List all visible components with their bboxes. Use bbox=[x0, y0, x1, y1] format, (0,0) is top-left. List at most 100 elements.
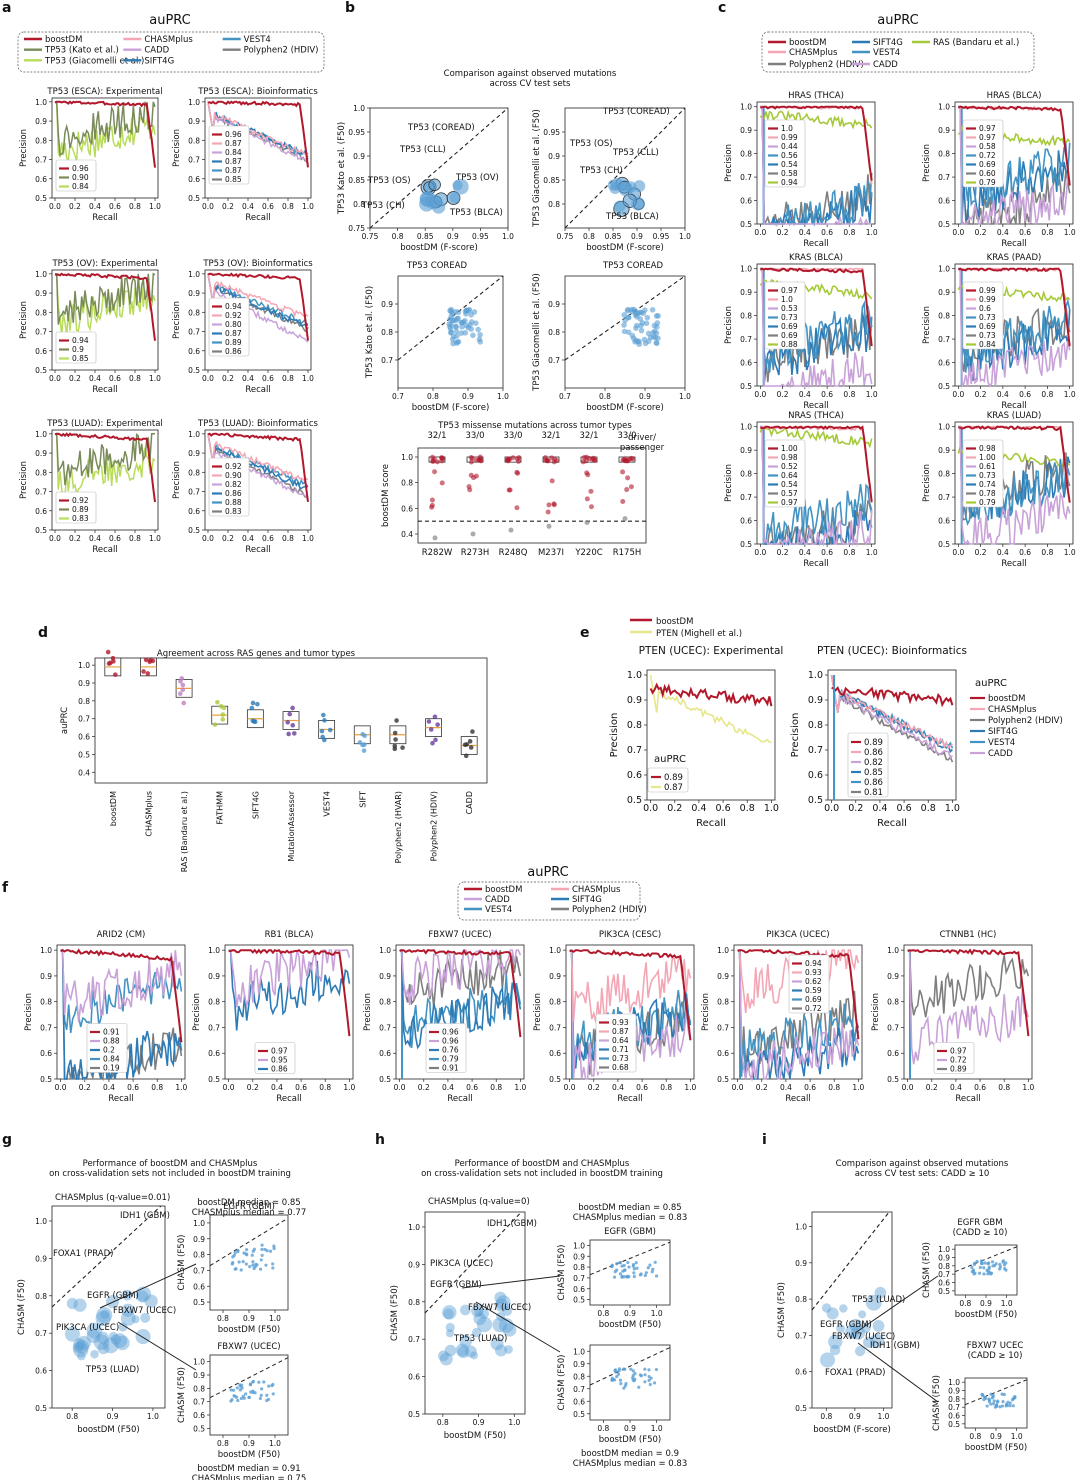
label-line: 0.9 bbox=[548, 152, 560, 161]
label-line: 0.7 bbox=[193, 1398, 205, 1407]
inset-point bbox=[1001, 1400, 1005, 1404]
label-line: auPRC bbox=[149, 13, 191, 28]
label-line: 0.5 bbox=[717, 1075, 729, 1084]
label-line: 0.4 bbox=[691, 803, 706, 814]
scatter-point bbox=[471, 1327, 482, 1338]
label-line: 0.19 bbox=[103, 1064, 120, 1073]
y-tick-label: 0.8 bbox=[193, 1384, 205, 1393]
label-line: 0.8 bbox=[740, 150, 752, 159]
y-tick-label: 0.8 bbox=[887, 998, 899, 1007]
label-line: 0.8 bbox=[948, 1395, 960, 1404]
label-line: boostDM (F50) bbox=[955, 1310, 1017, 1320]
count-label: 33/0 bbox=[617, 431, 636, 441]
inset-point bbox=[637, 1385, 641, 1389]
strip-point bbox=[507, 487, 513, 493]
diagonal-line bbox=[589, 1241, 671, 1276]
label-line: 1.0 bbox=[852, 1083, 864, 1092]
label-line: Recall bbox=[1001, 559, 1026, 569]
y-tick-label: 0.5 bbox=[35, 526, 47, 535]
x-tick-label: 0.2 bbox=[975, 228, 987, 237]
pr-curve bbox=[228, 949, 351, 1009]
label-line: 0.92 bbox=[225, 311, 242, 320]
strip-point bbox=[544, 458, 550, 464]
label-line: 0.95 bbox=[271, 1056, 288, 1065]
label-line: boostDM (F-score) bbox=[586, 403, 664, 413]
x-tick-label: 0.8 bbox=[583, 232, 595, 241]
label-line: 0.5 bbox=[78, 750, 90, 759]
y-axis-label: CHASM (F50) bbox=[17, 1279, 27, 1335]
inset-point bbox=[1004, 1261, 1008, 1265]
label-line: 0.2 bbox=[975, 228, 987, 237]
y-tick-label: 0.9 bbox=[938, 288, 950, 297]
y-tick-label: 0.9 bbox=[193, 1235, 205, 1244]
inset-point bbox=[615, 1374, 619, 1379]
label-line: Precision bbox=[19, 129, 29, 167]
label-line: 0.6 bbox=[1019, 228, 1031, 237]
label-line: R273H bbox=[461, 548, 490, 558]
label-line: CHASM (F50) bbox=[177, 1235, 187, 1291]
x-tick-label: 0.2 bbox=[588, 1083, 600, 1092]
x-tick-label: 0.6 bbox=[262, 374, 274, 383]
x-tick-label: 1.0 bbox=[1022, 1083, 1034, 1092]
value-legend-text: 0.69 bbox=[781, 331, 798, 340]
y-tick-label: 0.85 bbox=[348, 176, 365, 185]
inset-point bbox=[989, 1271, 994, 1275]
point-label: PIK3CA (UCEC) bbox=[56, 1323, 119, 1333]
label-line: 0.0 bbox=[754, 390, 766, 399]
y-tick-label: 0.9 bbox=[948, 1387, 960, 1396]
point-label: TP53 (CH) bbox=[579, 166, 623, 176]
value-legend-text: 0.94 bbox=[805, 959, 822, 968]
y-tick-label: 0.9 bbox=[740, 446, 752, 455]
strip-point bbox=[620, 498, 626, 504]
x-tick-label: 0.6 bbox=[127, 1083, 139, 1092]
y-tick-label: 0.6 bbox=[887, 1049, 899, 1058]
label-line: 0.8 bbox=[427, 392, 439, 401]
label-line: 1.0 bbox=[740, 265, 752, 274]
y-tick-label: 1.0 bbox=[948, 1378, 960, 1387]
x-tick-label: 0.4 bbox=[442, 1083, 454, 1092]
y-tick-label: 0.9 bbox=[353, 152, 365, 161]
label-line: 0.5 bbox=[193, 1424, 205, 1433]
pr-curve bbox=[957, 105, 1071, 186]
x-tick-label: 1.0 bbox=[877, 1412, 889, 1421]
label-line: Precision bbox=[19, 461, 29, 499]
label-line: 0.8 bbox=[282, 202, 294, 211]
label-line: 0.6 bbox=[109, 202, 121, 211]
scatter-point bbox=[112, 1333, 128, 1349]
value-legend-text: 0.73 bbox=[979, 313, 996, 322]
y-tick-label: 0.8 bbox=[193, 1251, 205, 1260]
y-tick-label: 0.8 bbox=[938, 312, 950, 321]
scatter-point bbox=[448, 308, 454, 315]
scatter-point bbox=[135, 1286, 152, 1302]
label-line: 0.2 bbox=[848, 803, 863, 814]
label-line: 0.68 bbox=[612, 1063, 629, 1072]
y-tick-label: 0.8 bbox=[740, 312, 752, 321]
y-tick-label: 0.9 bbox=[78, 679, 90, 688]
label-line: 1.0 bbox=[764, 803, 779, 814]
y-tick-label: 0.7 bbox=[740, 335, 752, 344]
x-tick-label: 0.4 bbox=[872, 803, 887, 814]
label-line: 0.58 bbox=[979, 142, 996, 151]
label-line: 0.6 bbox=[188, 175, 200, 184]
label-line: 0.4 bbox=[89, 202, 101, 211]
pr-curve bbox=[207, 101, 309, 156]
y-tick-label: 0.9 bbox=[40, 972, 52, 981]
pr-curve bbox=[958, 425, 1071, 521]
category-label: SIFT4G bbox=[251, 791, 260, 819]
scatter-point bbox=[829, 1344, 841, 1356]
x-tick-label: 0.2 bbox=[667, 803, 682, 814]
label-line: TP53 (COREAD) bbox=[602, 107, 670, 117]
strip-point bbox=[592, 457, 598, 463]
scatter-point bbox=[613, 200, 626, 213]
y-axis-label: Precision bbox=[172, 301, 182, 339]
label-line: 0.96 bbox=[442, 1037, 459, 1046]
panel-letter: a bbox=[2, 0, 11, 16]
panel-letter: b bbox=[345, 0, 355, 16]
y-tick-label: 0.6 bbox=[40, 1049, 52, 1058]
panel-letter: e bbox=[580, 625, 590, 641]
label-line: 0.8 bbox=[828, 1083, 840, 1092]
label-line: 0.7 bbox=[35, 156, 47, 165]
inset-point bbox=[271, 1262, 275, 1266]
pr-curve bbox=[737, 949, 860, 1040]
scatter-point bbox=[471, 1304, 484, 1318]
